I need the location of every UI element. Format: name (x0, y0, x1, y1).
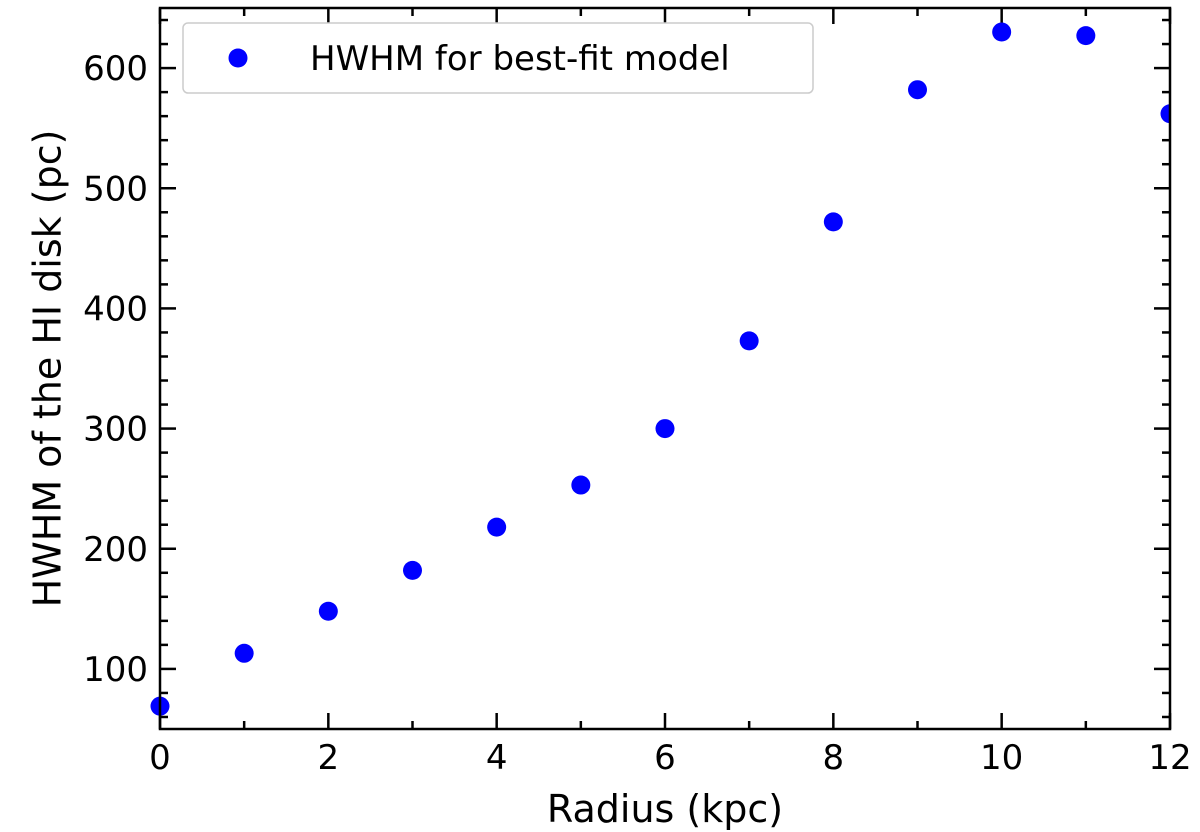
x-tick-label: 2 (318, 738, 340, 778)
legend: HWHM for best-fit model (182, 22, 814, 94)
data-point (739, 331, 759, 351)
legend-label: HWHM for best-fit model (310, 39, 730, 79)
data-point (571, 475, 591, 495)
y-axis-title: HWHM of the HI disk (pc) (25, 130, 69, 608)
legend-box (182, 22, 814, 94)
y-tick-label: 600 (83, 49, 148, 89)
x-tick-label: 12 (1148, 738, 1191, 778)
data-points (150, 22, 1170, 716)
x-tick-label: 4 (486, 738, 508, 778)
data-point (823, 212, 843, 232)
y-tick-label: 500 (83, 169, 148, 209)
x-tick-label: 10 (980, 738, 1023, 778)
data-point (1160, 104, 1170, 124)
y-tick-label: 100 (83, 650, 148, 690)
plot-frame (158, 6, 1172, 731)
y-tick-label: 400 (83, 289, 148, 329)
x-tick-label: 0 (149, 738, 171, 778)
tick-labels: 0 2 4 6 8 10 12 100 200 300 400 500 600 (83, 49, 1192, 778)
y-tick-label: 200 (83, 530, 148, 570)
data-point (487, 517, 507, 537)
data-point (234, 643, 254, 663)
data-point (992, 22, 1012, 42)
data-point (908, 80, 927, 100)
axis-ticks (158, 8, 1172, 729)
data-point (318, 601, 338, 621)
data-point (1076, 26, 1096, 46)
x-axis-title: Radius (kpc) (547, 787, 783, 831)
x-tick-label: 6 (654, 738, 676, 778)
data-point (403, 560, 422, 580)
legend-marker (228, 48, 248, 68)
x-tick-label: 8 (823, 738, 845, 778)
data-point (655, 419, 675, 439)
y-tick-label: 300 (83, 410, 148, 450)
